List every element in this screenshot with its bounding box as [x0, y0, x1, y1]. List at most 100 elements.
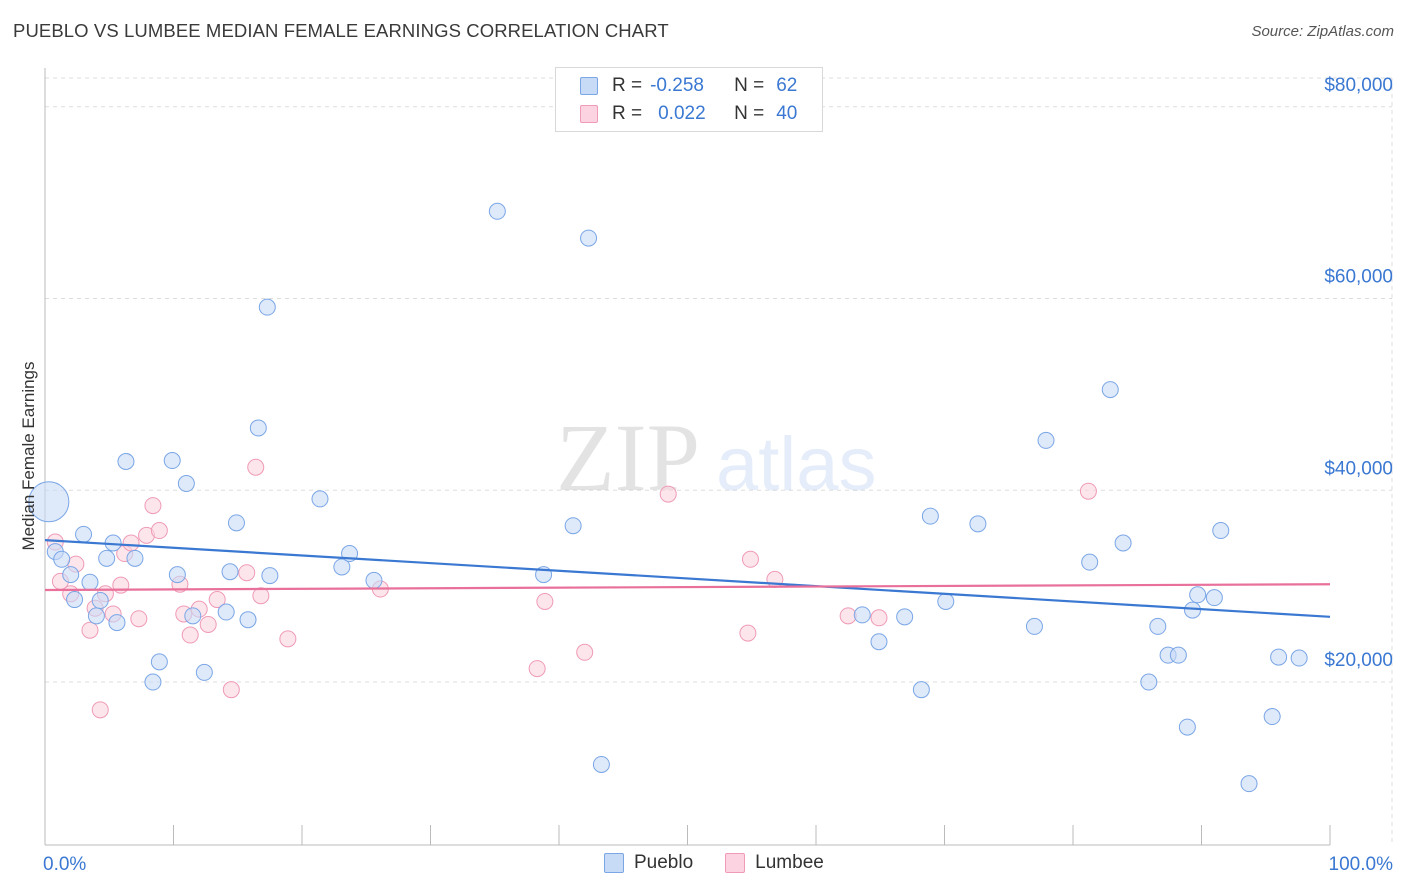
pueblo-point	[969, 515, 987, 533]
pueblo-point	[1037, 431, 1055, 449]
pueblo-point	[333, 558, 351, 576]
r-label: R =	[612, 103, 643, 124]
lumbee-point	[528, 660, 546, 678]
lumbee-point	[739, 624, 757, 642]
x-tick-label: 0.0%	[43, 854, 86, 875]
pueblo-point	[62, 566, 80, 584]
watermark: ZIP atlas	[556, 404, 877, 511]
pueblo-point	[311, 490, 329, 508]
pueblo-point	[184, 607, 202, 625]
lumbee-point	[536, 592, 554, 610]
lumbee-point	[741, 550, 759, 568]
pueblo-point	[258, 298, 276, 316]
lumbee-point	[576, 643, 594, 661]
lumbee-point	[122, 534, 140, 552]
r-value-pueblo: -0.258	[650, 75, 704, 96]
watermark-zip: ZIP	[556, 404, 700, 511]
lumbee-point	[659, 485, 677, 503]
n-value-lumbee: 40	[776, 103, 798, 124]
n-label: N =	[734, 75, 765, 96]
pueblo-point	[261, 567, 279, 585]
pueblo-point	[75, 525, 93, 543]
pueblo-point	[937, 592, 955, 610]
pueblo-point	[1240, 775, 1258, 793]
r-value-lumbee: 0.022	[658, 103, 706, 124]
lumbee-point	[81, 621, 99, 639]
pueblo-point	[1189, 586, 1207, 604]
pueblo-point	[168, 566, 186, 584]
pueblo-trend-line	[44, 539, 1331, 618]
pueblo-point	[177, 475, 195, 493]
pueblo-point	[592, 755, 610, 773]
pueblo-point	[108, 614, 126, 632]
lumbee-point	[247, 458, 265, 476]
pueblo-point	[1169, 646, 1187, 664]
pueblo-point	[1263, 708, 1281, 726]
pueblo-point	[912, 681, 930, 699]
pueblo-point	[1270, 648, 1288, 666]
pueblo-legend-label: Pueblo	[634, 852, 694, 873]
n-label: N =	[734, 103, 765, 124]
lumbee-point	[112, 576, 130, 594]
lumbee-point	[870, 609, 888, 627]
pueblo-point	[98, 549, 116, 567]
watermark-atlas: atlas	[716, 422, 877, 507]
pueblo-point	[1178, 718, 1196, 736]
pueblo-point	[249, 419, 267, 437]
pueblo-point	[117, 453, 135, 470]
pueblo-point	[896, 608, 914, 626]
pueblo-point	[870, 633, 888, 651]
n-value-pueblo: 62	[776, 75, 798, 96]
pueblo-point	[150, 653, 168, 671]
pueblo-point	[81, 573, 99, 591]
pueblo-point	[126, 549, 144, 567]
pueblo-points	[28, 202, 1308, 793]
trend-lines	[44, 539, 1331, 618]
legend-row-pueblo: R = -0.258 N = 62	[580, 73, 797, 99]
pueblo-point	[564, 517, 582, 535]
pueblo-point	[163, 452, 181, 470]
lumbee-point	[252, 587, 270, 605]
legend-item-pueblo[interactable]: Pueblo	[604, 852, 693, 874]
y-tick-label: $60,000	[1324, 267, 1393, 288]
pueblo-point	[239, 611, 257, 629]
legend-item-lumbee[interactable]: Lumbee	[725, 852, 824, 874]
series-legend: Pueblo Lumbee	[604, 852, 856, 874]
source-label: Source: ZipAtlas.com	[1251, 23, 1394, 40]
lumbee-point	[279, 630, 297, 648]
lumbee-point	[144, 497, 162, 515]
lumbee-point	[222, 681, 240, 699]
pueblo-point	[144, 673, 162, 691]
y-tick-label: $40,000	[1324, 458, 1393, 479]
pueblo-point	[921, 507, 939, 525]
pueblo-point	[1081, 553, 1099, 571]
pueblo-point	[195, 663, 213, 681]
r-label: R =	[612, 75, 643, 96]
pueblo-point	[1101, 381, 1119, 399]
pueblo-point	[1212, 522, 1230, 540]
pueblo-point	[221, 563, 239, 581]
pueblo-point	[1205, 589, 1223, 607]
lumbee-point	[238, 564, 256, 582]
pueblo-point	[1184, 601, 1202, 619]
axes	[44, 68, 1331, 846]
lumbee-point	[181, 626, 199, 644]
pueblo-point	[580, 229, 598, 247]
lumbee-swatch	[580, 105, 598, 123]
pueblo-point	[1290, 649, 1308, 667]
pueblo-swatch	[580, 77, 598, 95]
pueblo-point	[217, 603, 235, 621]
pueblo-legend-swatch	[604, 853, 624, 873]
lumbee-point	[91, 701, 109, 719]
y-tick-label: $80,000	[1324, 75, 1393, 96]
lumbee-point	[199, 615, 217, 633]
pueblo-point	[1140, 673, 1158, 691]
correlation-legend: R = -0.258 N = 62 R = 0.022 N = 40	[555, 67, 823, 132]
chart-title: PUEBLO VS LUMBEE MEDIAN FEMALE EARNINGS …	[13, 20, 669, 41]
pueblo-point	[853, 606, 871, 624]
pueblo-point	[28, 481, 70, 523]
x-tick-label: 100.0%	[1329, 854, 1394, 875]
pueblo-point	[1114, 534, 1132, 552]
pueblo-point	[227, 514, 245, 532]
pueblo-point	[91, 592, 109, 610]
